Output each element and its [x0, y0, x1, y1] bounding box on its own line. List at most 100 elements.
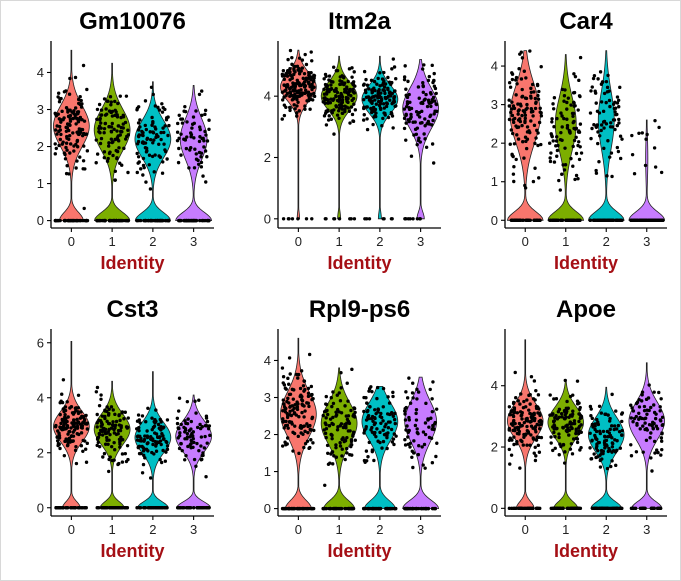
apoe-data-point [613, 438, 617, 442]
cst3-data-point [54, 423, 58, 428]
gm10076-data-point [166, 133, 170, 138]
gm10076-data-point [60, 109, 64, 114]
gm10076-data-point [85, 87, 89, 92]
car4-data-point [524, 96, 529, 101]
rpl9-ps6-data-point [349, 408, 353, 413]
apoe-data-point [553, 446, 557, 451]
cst3-x-tick-label: 2 [149, 522, 156, 537]
cst3-data-point [195, 441, 199, 446]
rpl9-ps6-data-point [296, 434, 300, 439]
apoe-data-point [518, 506, 523, 511]
rpl9-ps6-data-point [423, 466, 427, 470]
car4-data-point [550, 120, 554, 124]
rpl9-ps6-data-point [370, 449, 375, 454]
apoe-data-point [590, 439, 594, 443]
car4-data-point [613, 127, 617, 132]
gm10076-data-point [67, 172, 71, 176]
cst3-data-point [164, 439, 168, 444]
cst3-data-point [145, 435, 150, 440]
cst3-data-point [118, 440, 122, 444]
apoe-data-point [629, 506, 634, 511]
rpl9-ps6-data-point [424, 401, 428, 406]
cst3-data-point [135, 506, 139, 510]
apoe-data-point [537, 450, 542, 454]
gm10076-data-point [135, 151, 139, 156]
cst3-data-point [85, 441, 90, 446]
gm10076-data-point [179, 117, 183, 121]
rpl9-ps6-data-point [334, 443, 338, 447]
car4-data-point [607, 89, 611, 93]
itm2a-data-point [371, 122, 375, 127]
rpl9-ps6-data-point [369, 385, 373, 389]
apoe-data-point [566, 426, 570, 430]
cst3-data-point [150, 416, 154, 420]
apoe-data-point [635, 400, 640, 405]
apoe-data-point [554, 506, 559, 511]
itm2a-data-point [322, 77, 326, 81]
rpl9-ps6-data-point [311, 441, 315, 445]
rpl9-ps6-data-point [424, 506, 428, 511]
cst3-data-point [110, 423, 115, 427]
cst3-data-point [165, 444, 170, 448]
apoe-data-point [588, 446, 592, 450]
cst3-data-point [158, 427, 162, 431]
gm10076-data-point [95, 107, 100, 112]
rpl9-ps6-data-point [381, 419, 385, 423]
car4-data-point [507, 104, 512, 108]
itm2a-data-point [411, 217, 415, 221]
car4-data-point [632, 172, 637, 176]
gm10076-data-point [200, 113, 204, 117]
itm2a-data-point [351, 119, 355, 123]
car4-data-point [510, 77, 515, 82]
cst3-data-point [60, 418, 65, 423]
car4-data-point [560, 87, 565, 92]
rpl9-ps6-data-point [324, 435, 328, 440]
rpl9-ps6-data-point [330, 404, 334, 409]
gm10076-data-point [194, 218, 198, 223]
apoe-data-point [553, 416, 557, 420]
cst3-data-point [69, 426, 73, 430]
cst3-data-point [163, 506, 168, 510]
apoe-data-point [654, 412, 658, 416]
cst3-data-point [192, 440, 196, 445]
car4-violin-2 [587, 50, 625, 221]
car4-data-point [592, 218, 596, 222]
car4-data-point [576, 176, 580, 181]
car4-data-point [593, 91, 598, 95]
car4-data-point [637, 131, 641, 135]
apoe-data-point [557, 415, 561, 420]
rpl9-ps6-data-point [408, 506, 413, 511]
itm2a-data-point [307, 73, 311, 77]
itm2a-data-point [375, 82, 379, 86]
cst3-data-point [187, 428, 192, 433]
car4-data-point [539, 142, 543, 147]
cst3-data-point [72, 424, 76, 428]
gm10076-data-point [185, 120, 189, 124]
gm10076-data-point [78, 155, 82, 159]
rpl9-ps6-data-point [433, 422, 437, 426]
itm2a-data-point [409, 112, 413, 117]
cst3-data-point [79, 431, 84, 435]
itm2a-data-point [403, 64, 407, 68]
car4-data-point [566, 96, 571, 100]
itm2a-data-point [282, 113, 287, 118]
car4-data-point [511, 172, 516, 176]
apoe-data-point [539, 422, 543, 426]
rpl9-ps6-data-point [287, 420, 292, 424]
itm2a-data-point [347, 67, 352, 71]
car4-data-point [605, 174, 609, 178]
car4-data-point [600, 80, 605, 85]
cst3-data-point [175, 421, 180, 426]
apoe-panel-title: Apoe [556, 296, 616, 323]
car4-data-point [610, 174, 614, 179]
cst3-data-point [202, 446, 207, 450]
gm10076-data-point [203, 129, 207, 134]
apoe-data-point [565, 406, 569, 411]
rpl9-ps6-y-tick-label: 1 [264, 464, 271, 479]
rpl9-ps6-data-point [364, 396, 368, 400]
rpl9-ps6-data-point [414, 506, 419, 511]
cst3-data-point [77, 432, 81, 437]
itm2a-data-point [297, 72, 302, 76]
car4-data-point [606, 73, 610, 78]
cst3-data-point [109, 405, 114, 409]
